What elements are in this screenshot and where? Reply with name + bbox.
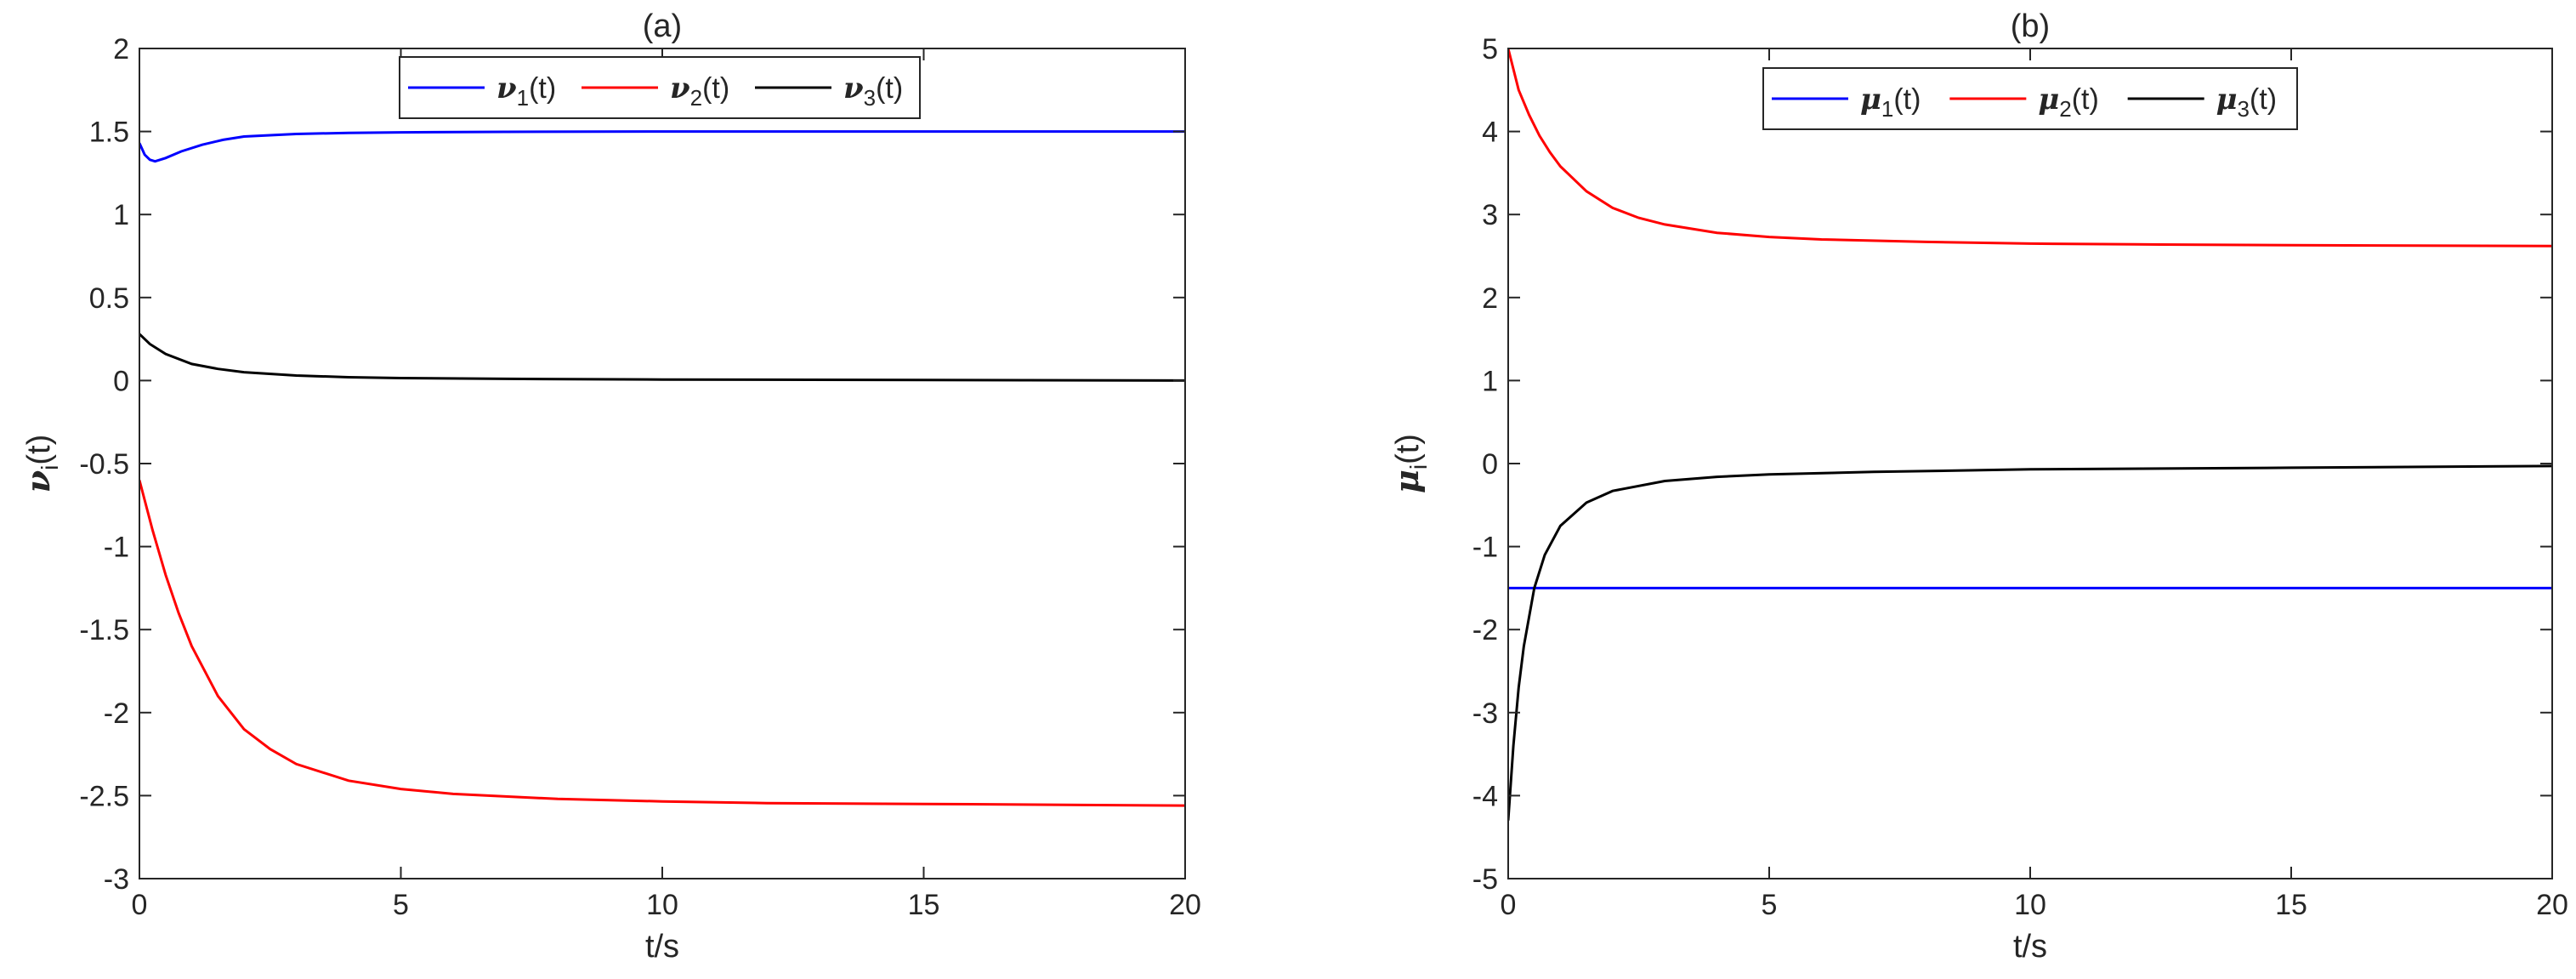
x-tick-label: 20 — [1169, 889, 1201, 921]
x-tick-label: 0 — [1501, 889, 1517, 921]
y-axis-label: νi(t) — [19, 435, 63, 492]
series-line-2 — [1508, 48, 2552, 248]
legend-entry-2: ν2(t) — [670, 71, 729, 111]
axes-box — [1507, 48, 2553, 879]
y-tick-label: -2 — [1472, 614, 1498, 646]
y-tick-label: 1 — [1482, 365, 1498, 397]
legend-entry-3: μ3(t) — [2216, 83, 2277, 122]
legend-entry-3: ν3(t) — [843, 71, 903, 111]
series-line-1 — [139, 130, 1185, 163]
y-tick-label: -4 — [1472, 780, 1498, 812]
chart-panel-a: 0 5 10 15 20 -3 -2.5 -2 -1.5 -1 -0.5 0 0.5 1 1.5 2 (a) t/… — [19, 9, 1201, 965]
legend-entry-1: μ1(t) — [1860, 83, 1921, 122]
y-axis-label: μi(t) — [1387, 434, 1432, 493]
y-tick-label: 4 — [1482, 117, 1498, 149]
legend-box — [399, 56, 921, 119]
x-tick-label: 10 — [646, 889, 678, 921]
x-tick-label: 5 — [1762, 889, 1778, 921]
y-tick-label: -3 — [104, 863, 129, 896]
x-tick-label: 15 — [908, 889, 940, 921]
y-tick-label: 2 — [1482, 282, 1498, 315]
y-tick-label: -1 — [104, 532, 129, 564]
y-tick-label: 1.5 — [89, 117, 129, 149]
y-tick-label: 1 — [113, 199, 129, 231]
series-line-3 — [139, 333, 1185, 382]
series-line-2 — [139, 480, 1185, 807]
x-tick-label: 20 — [2536, 889, 2568, 921]
y-tick-label: -2.5 — [79, 780, 129, 812]
y-tick-label: 2 — [113, 33, 129, 65]
chart-panel-b: 0 5 10 15 20 -5 -4 -3 -2 -1 0 1 2 3 4 5 (b) t/s μi(t) μ1(t)… — [1387, 9, 2568, 965]
y-tick-label: -5 — [1472, 863, 1498, 896]
legend: ν1(t) ν2(t) ν3(t) — [399, 56, 921, 119]
y-tick-label: 5 — [1482, 33, 1498, 65]
y-tick-label: -0.5 — [79, 448, 129, 481]
x-tick-label: 0 — [132, 889, 148, 921]
x-axis-label: t/s — [2013, 929, 2047, 965]
y-tick-label: -1.5 — [79, 614, 129, 646]
y-tick-label: -2 — [104, 697, 129, 730]
x-axis-label: t/s — [645, 929, 679, 965]
y-tick-label: 0 — [113, 365, 129, 397]
series-line-3 — [1508, 464, 2552, 821]
y-tick-label: 3 — [1482, 199, 1498, 231]
y-tick-label: -1 — [1472, 532, 1498, 564]
x-tick-label: 5 — [393, 889, 409, 921]
y-tick-label: 0 — [1482, 448, 1498, 481]
panel-title: (b) — [2011, 9, 2050, 44]
legend-entry-1: ν1(t) — [496, 71, 556, 111]
x-tick-label: 10 — [2014, 889, 2046, 921]
legend-box — [1762, 67, 2298, 130]
panel-title: (a) — [643, 9, 682, 44]
axes-box — [139, 48, 1186, 879]
legend: μ1(t) μ2(t) μ3(t) — [1762, 67, 2298, 130]
y-tick-label: -3 — [1472, 697, 1498, 730]
legend-entry-2: μ2(t) — [2038, 83, 2098, 122]
y-tick-label: 0.5 — [89, 282, 129, 315]
x-tick-label: 15 — [2275, 889, 2307, 921]
